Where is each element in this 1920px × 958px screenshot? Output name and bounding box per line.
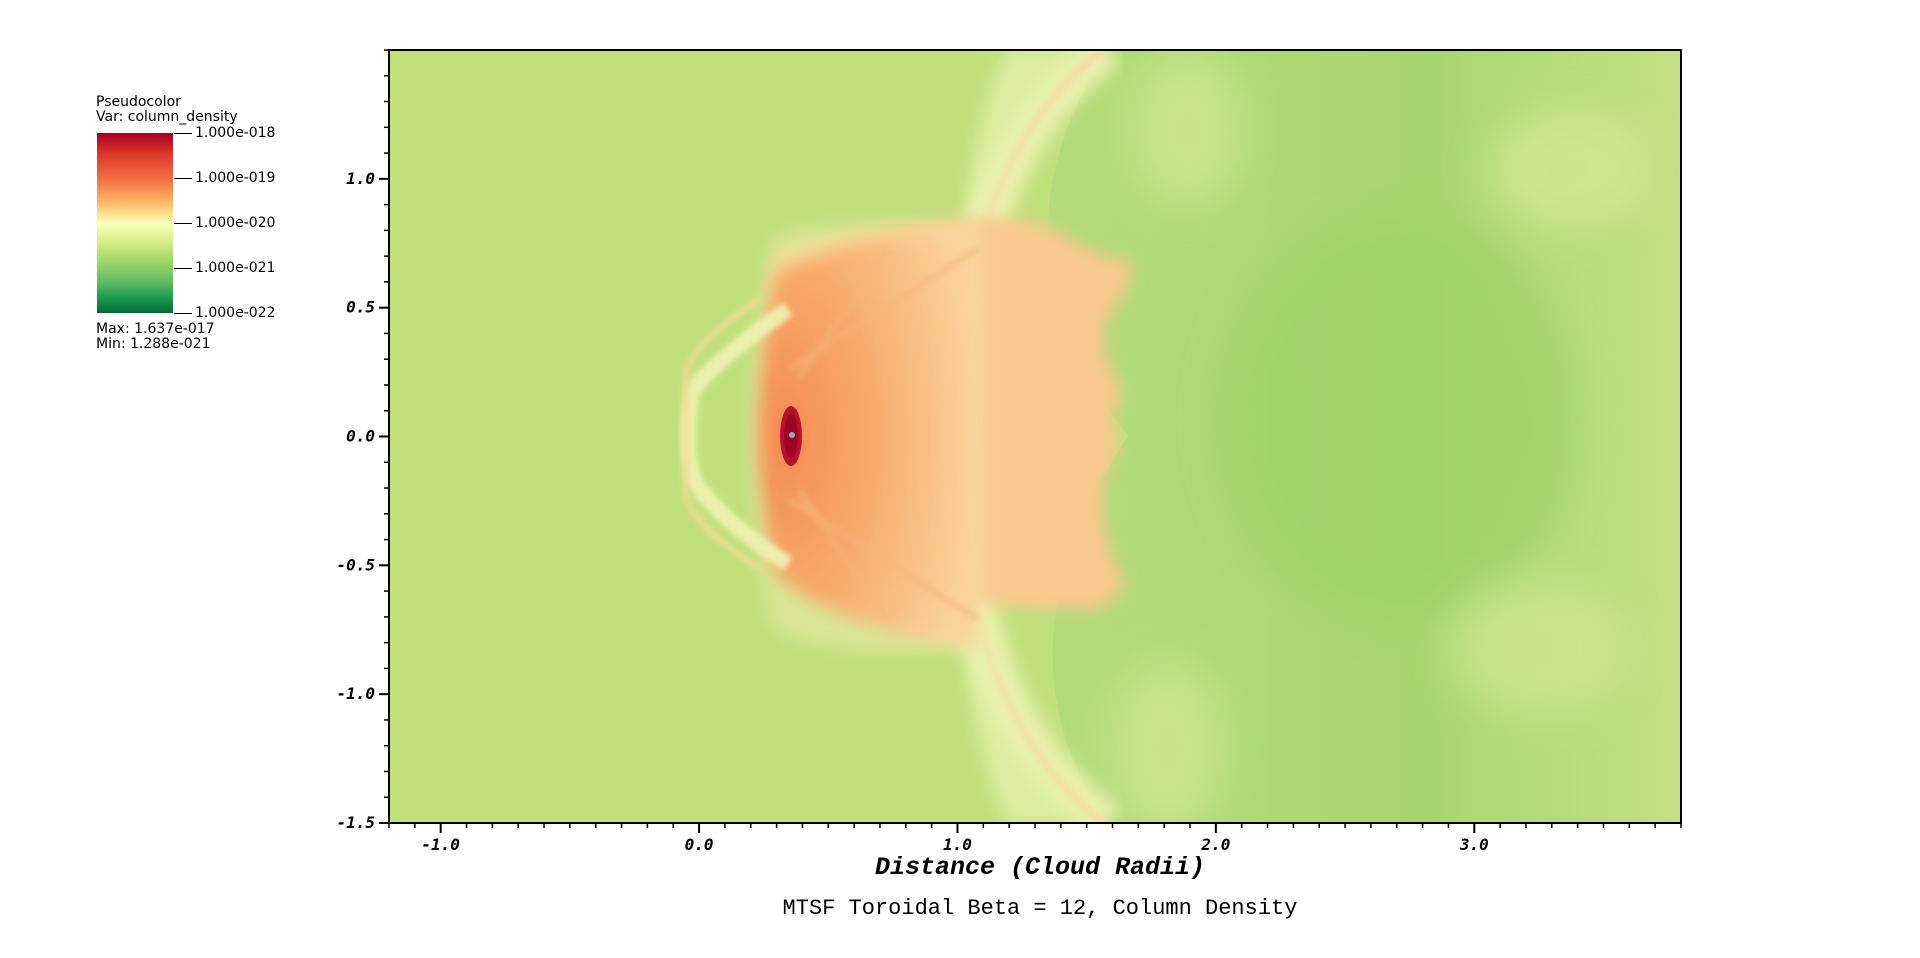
core-marker	[789, 432, 795, 438]
x-tick-label: 1.0	[943, 835, 972, 854]
density-field	[388, 49, 1682, 824]
y-tick-label: -1.5	[336, 813, 375, 832]
compressed-cloud-tail	[759, 224, 978, 649]
colorbar-tick-label: 1.000e-021	[195, 260, 276, 276]
y-tick-label: 0.5	[346, 298, 375, 317]
x-tick-label: 3.0	[1459, 835, 1489, 854]
x-tick-label: 0.0	[685, 835, 714, 854]
colorbar-tick-label: 1.000e-018	[195, 125, 276, 141]
x-tick-label: 2.0	[1200, 835, 1230, 854]
legend-variable: Var: column_density	[96, 109, 238, 125]
wake-structure	[1108, 49, 1648, 824]
colorbar-legend: Pseudocolor Var: column_density 1.000e-0…	[96, 94, 316, 354]
x-tick-label: -1.0	[421, 835, 460, 854]
colorbar-ticks: 1.000e-018 1.000e-019 1.000e-020 1.000e-…	[174, 125, 324, 321]
y-tick-label: 1.0	[346, 169, 375, 188]
colorbar-tick-label: 1.000e-022	[195, 305, 276, 321]
legend-title: Pseudocolor	[96, 94, 181, 110]
y-tick-label: -1.0	[336, 684, 375, 703]
y-tick-label: -0.5	[336, 555, 375, 574]
legend-min: Min: 1.288e-021	[96, 336, 211, 352]
legend-max: Max: 1.637e-017	[96, 321, 215, 337]
y-tick-label: 0.0	[346, 427, 375, 446]
colorbar-tick-label: 1.000e-019	[195, 170, 276, 186]
colorbar	[97, 133, 173, 313]
plot-title: MTSF Toroidal Beta = 12, Column Density	[782, 896, 1298, 921]
density-plot-area	[388, 49, 1682, 824]
x-axis-label: Distance (Cloud Radii)	[874, 853, 1206, 882]
colorbar-tick-label: 1.000e-020	[195, 215, 276, 231]
